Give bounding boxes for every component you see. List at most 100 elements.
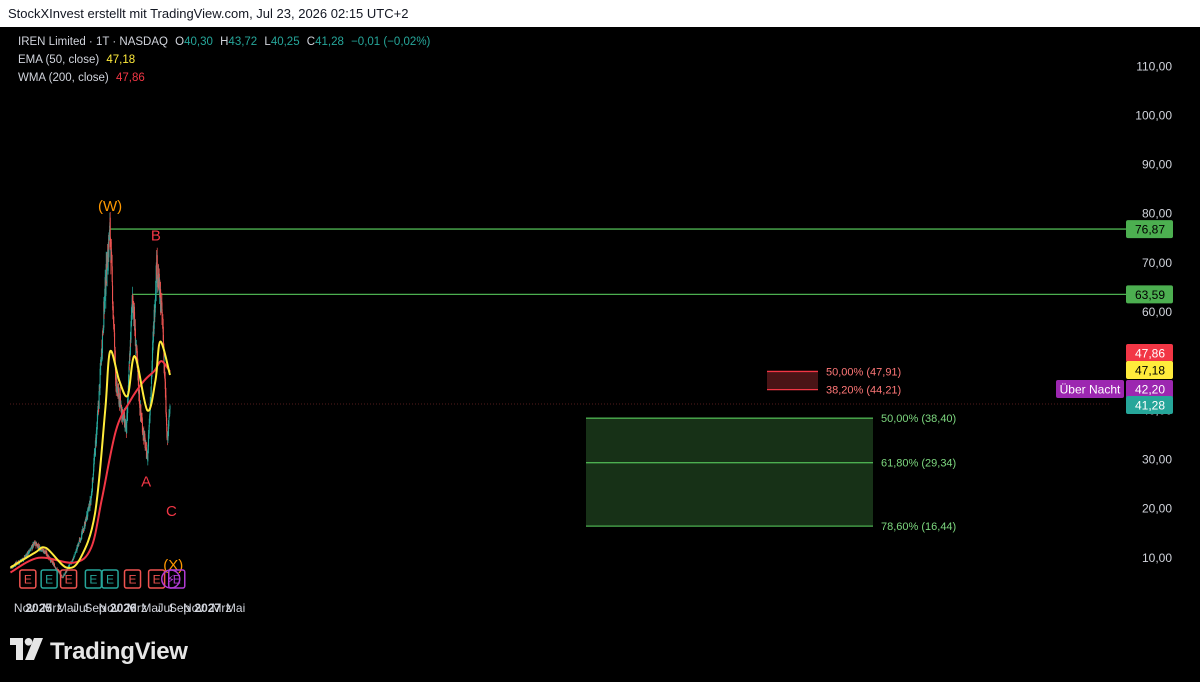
price-badge (1126, 344, 1173, 362)
chart-area[interactable]: 50,00% (47,91) 38,20% (44,21) 50,00% (38,4… (0, 27, 1200, 620)
event-earnings-marker (40, 569, 58, 589)
legend-high-value: 43,72 (228, 36, 258, 48)
x-axis-tick-label: Jul (158, 601, 173, 615)
legend-low-value: 40,25 (270, 36, 300, 48)
x-axis-tick-label: Mai (141, 601, 160, 615)
candle-body (110, 251, 113, 257)
x-axis-tick-label: Mai (57, 601, 76, 615)
candle-body (74, 554, 76, 556)
candle-body (90, 498, 92, 502)
candle-body (91, 477, 93, 492)
fib-level-label: 78,60% (16,44) (881, 521, 956, 533)
wave-label: (W) (98, 198, 122, 215)
header-bar: StockXInvest erstellt mit TradingView.co… (0, 0, 1200, 27)
legend-open-label: O (175, 36, 185, 48)
candle-body (101, 333, 104, 354)
x-axis-tick-label: Nov (183, 601, 204, 615)
candle-body (109, 217, 111, 237)
footer-brand[interactable]: TradingView (50, 638, 188, 665)
x-axis-tick-label: Mrz (211, 601, 231, 615)
candle-body (104, 288, 106, 301)
candle-body (147, 434, 150, 447)
x-axis-tick-label: Mai (226, 601, 245, 615)
candle-body (58, 571, 60, 573)
candle-body (26, 553, 28, 558)
candle-body (83, 530, 85, 532)
legend-ema-row[interactable]: EMA (50, close) 47,18 (18, 54, 139, 66)
candle-body (98, 391, 100, 409)
candle-body (43, 549, 45, 553)
event-marker-glyph: E (173, 573, 181, 587)
candle-body (40, 550, 42, 551)
y-axis-tick-label: 30,00 (1142, 452, 1172, 466)
candle-body (87, 509, 89, 517)
event-marker-glyph: E (65, 573, 73, 587)
x-axis-tick-label: 2027 (194, 601, 221, 615)
candle-body (62, 577, 64, 578)
fib-resistance-zone (767, 371, 818, 390)
event-earnings-marker (147, 569, 166, 589)
x-axis-tick-label: Jul (73, 601, 88, 615)
fib-level-label: 50,00% (47,91) (826, 366, 901, 378)
candle-body (140, 404, 142, 415)
y-axis-tick-label: 110,00 (1136, 59, 1172, 73)
candle-body (87, 507, 89, 510)
y-axis-tick-label: 100,00 (1135, 108, 1172, 122)
candle-body (115, 365, 117, 380)
candle-body (126, 412, 128, 421)
y-axis-tick-label: 70,00 (1142, 256, 1172, 270)
candle-body (156, 255, 158, 281)
candle-body (114, 350, 116, 365)
legend-close-value: 41,28 (315, 36, 344, 48)
price-badge-text: 47,18 (1135, 364, 1165, 378)
legend-wma-row[interactable]: WMA (200, close) 47,86 (18, 72, 149, 84)
legend-change: −0,01 (−0,02%) (351, 36, 431, 48)
event-earnings-marker (59, 569, 78, 589)
candle-body (150, 375, 153, 384)
candle-body (164, 363, 166, 377)
x-axis-tick-label: Sep (169, 601, 191, 615)
candle-body (102, 327, 105, 333)
level-price-badge-text: 76,87 (1135, 223, 1165, 237)
candle-body (29, 551, 31, 552)
price-badge (1126, 361, 1173, 379)
candle-body (46, 551, 48, 556)
x-axis-tick-label: Sep (84, 601, 106, 615)
candle-body (169, 405, 171, 410)
candle-body (161, 302, 163, 315)
x-axis-tick-label: 2025 (25, 601, 52, 615)
candle-body (112, 306, 114, 314)
fib-level-label: 38,20% (44,21) (826, 385, 901, 397)
tradingview-logo-icon[interactable] (10, 638, 44, 660)
price-chart-svg[interactable]: 50,00% (47,91) 38,20% (44,21) 50,00% (38,4… (0, 27, 1200, 620)
level-price-badge-text: 63,59 (1135, 288, 1165, 302)
legend-high-label: H (220, 36, 229, 48)
candle-body (166, 417, 168, 426)
candle-body (73, 557, 75, 559)
candles-group (9, 211, 171, 579)
candle-body (138, 390, 140, 405)
x-axis-tick-label: Mrz (127, 601, 147, 615)
event-marker-glyph: ⚡ (167, 573, 175, 587)
candle-body (161, 312, 163, 314)
price-badge-text: 41,28 (1135, 399, 1165, 413)
footer: TradingView (0, 620, 1200, 682)
candle-body (53, 563, 56, 568)
candle-body (40, 548, 42, 551)
candle-body (168, 415, 170, 420)
candle-body (92, 472, 94, 476)
ema-50-line (9, 340, 171, 570)
price-badge (1126, 396, 1173, 414)
overnight-tag (1056, 380, 1124, 398)
fib-level-label: 50,00% (38,40) (881, 413, 956, 425)
candle-body (112, 285, 114, 304)
legend-wma-value: 47,86 (115, 72, 145, 84)
candle-body (111, 266, 113, 282)
x-axis-tick-label: Nov (98, 601, 119, 615)
y-axis-tick-label: 10,00 (1142, 551, 1172, 565)
candle-body (47, 554, 49, 558)
event-earnings-marker (123, 569, 142, 589)
candle-body (147, 449, 149, 462)
candle-body (126, 420, 128, 434)
legend-open-value: 40,30 (184, 36, 213, 48)
